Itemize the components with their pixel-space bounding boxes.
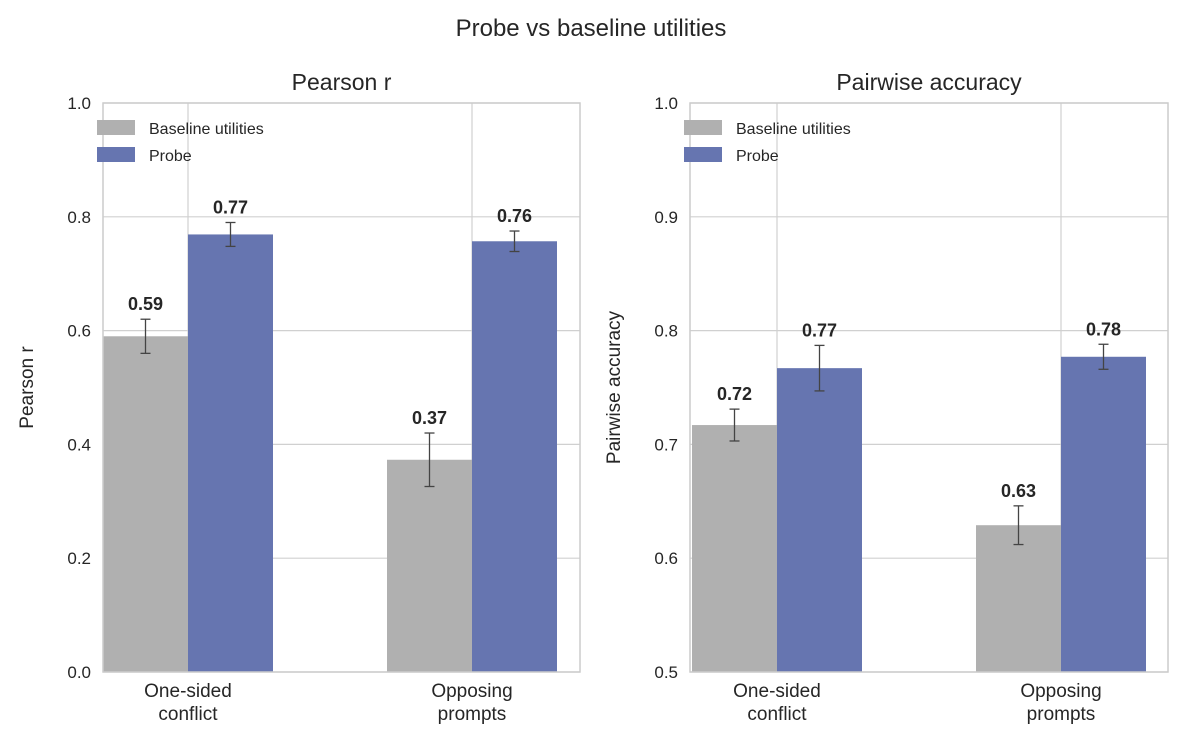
data-label: 0.37 <box>412 408 447 428</box>
y-axis-label: Pearson r <box>17 346 38 429</box>
x-tick-label: One-sided <box>733 681 821 702</box>
y-tick-label: 0.2 <box>67 549 91 568</box>
data-label: 0.76 <box>497 206 532 226</box>
figure-title: Probe vs baseline utilities <box>456 15 727 42</box>
legend-label: Probe <box>736 148 779 165</box>
baseline-bar <box>387 459 472 672</box>
y-tick-label: 0.6 <box>67 322 91 341</box>
chart-panel-2: 0.72 0.63 0.77 0.78 0.5 0.6 0.7 0.8 0.9 1.0 One-si… <box>604 69 1169 725</box>
data-label: 0.63 <box>1001 481 1036 501</box>
y-tick-label: 1.0 <box>654 94 678 113</box>
probe-bar <box>472 241 557 672</box>
y-tick-label: 0.5 <box>654 663 678 682</box>
legend-label: Probe <box>149 148 192 165</box>
legend: Baseline utilities Probe <box>97 120 264 165</box>
data-label: 0.77 <box>802 320 837 340</box>
data-label: 0.59 <box>128 294 163 314</box>
legend: Baseline utilities Probe <box>684 120 851 165</box>
y-tick-label: 0.4 <box>67 435 91 454</box>
x-tick-label: prompts <box>438 704 507 725</box>
x-tick-label: conflict <box>747 704 807 725</box>
panel-title: Pairwise accuracy <box>836 69 1022 95</box>
plot-frame <box>102 102 581 673</box>
y-tick-label: 1.0 <box>67 94 91 113</box>
y-axis-label: Pairwise accuracy <box>604 310 625 464</box>
baseline-legend-swatch <box>97 120 135 135</box>
x-tick-label: Opposing <box>1020 681 1101 702</box>
x-tick-label: One-sided <box>144 681 232 702</box>
y-tick-label: 0.9 <box>654 208 678 227</box>
baseline-bar <box>103 336 188 672</box>
plot-frame <box>689 102 1169 673</box>
data-label: 0.72 <box>717 384 752 404</box>
y-tick-label: 0.7 <box>654 435 678 454</box>
probe-bar <box>1061 356 1146 672</box>
probe-bar <box>188 234 273 672</box>
y-tick-label: 0.8 <box>654 322 678 341</box>
legend-label: Baseline utilities <box>736 121 851 138</box>
baseline-bar <box>692 425 777 672</box>
data-label: 0.77 <box>213 197 248 217</box>
chart-panel-1: 0.59 0.37 0.77 0.76 0.0 0.2 0.4 0.6 0.8 1.0 One-si… <box>17 69 581 725</box>
x-tick-label: conflict <box>158 704 218 725</box>
probe-legend-swatch <box>97 147 135 162</box>
baseline-bar <box>976 525 1061 672</box>
legend-label: Baseline utilities <box>149 121 264 138</box>
probe-bar <box>777 368 862 672</box>
y-tick-label: 0.0 <box>67 663 91 682</box>
x-tick-label: prompts <box>1027 704 1096 725</box>
panel-title: Pearson r <box>292 69 392 95</box>
baseline-legend-swatch <box>684 120 722 135</box>
probe-legend-swatch <box>684 147 722 162</box>
data-label: 0.78 <box>1086 319 1121 339</box>
y-tick-label: 0.6 <box>654 549 678 568</box>
x-tick-label: Opposing <box>431 681 512 702</box>
y-tick-label: 0.8 <box>67 208 91 227</box>
